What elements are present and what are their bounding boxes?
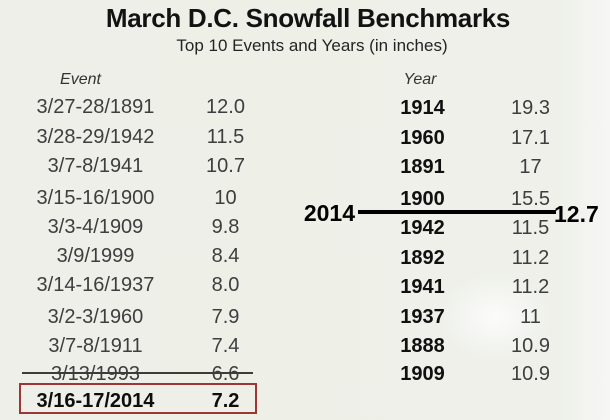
event-date: 3/2-3/1960 bbox=[47, 306, 144, 328]
event-inches: 6.6 bbox=[211, 363, 240, 385]
year-column-header: Year bbox=[403, 71, 437, 88]
event-date: 3/7-8/1911 bbox=[48, 335, 143, 357]
event-date: 3/16-17/2014 bbox=[36, 390, 155, 412]
event-date: 3/27-28/1891 bbox=[36, 96, 155, 118]
year-inches: 19.3 bbox=[511, 97, 550, 119]
year-inches: 17.1 bbox=[511, 127, 550, 149]
event-inches: 12.0 bbox=[206, 96, 245, 118]
year-value: 1892 bbox=[400, 247, 445, 269]
event-date: 3/7-8/1941 bbox=[47, 155, 144, 177]
year-value: 1914 bbox=[400, 97, 445, 119]
page-subtitle: Top 10 Events and Years (in inches) bbox=[176, 36, 448, 55]
event-inches: 8.0 bbox=[211, 274, 240, 296]
year-value: 1941 bbox=[400, 276, 445, 298]
event-date: 3/28-29/1942 bbox=[36, 126, 155, 148]
year-inches: 15.5 bbox=[511, 188, 550, 210]
year-inches: 10.9 bbox=[511, 335, 550, 357]
year-value: 1937 bbox=[400, 306, 445, 328]
year-value: 1960 bbox=[400, 127, 445, 149]
annotation-2014-value: 12.7 bbox=[554, 201, 599, 227]
event-date: 3/15-16/1900 bbox=[36, 187, 155, 209]
event-inches: 7.2 bbox=[211, 390, 240, 412]
annotation-pointer-line bbox=[358, 210, 556, 214]
event-inches: 10.7 bbox=[206, 155, 245, 177]
year-value: 1888 bbox=[400, 335, 445, 357]
event-date: 3/14-16/1937 bbox=[36, 274, 155, 296]
highlight-box-2014 bbox=[19, 383, 257, 414]
year-inches: 11.5 bbox=[511, 217, 550, 239]
event-inches: 7.9 bbox=[211, 306, 240, 328]
year-inches: 11.2 bbox=[511, 276, 550, 298]
year-inches: 17 bbox=[519, 156, 542, 178]
event-inches: 11.5 bbox=[206, 126, 245, 148]
event-inches: 10 bbox=[214, 187, 237, 209]
page-title: March D.C. Snowfall Benchmarks bbox=[105, 3, 511, 33]
year-value: 1900 bbox=[400, 188, 445, 210]
year-value: 1942 bbox=[400, 217, 445, 239]
event-inches: 7.4 bbox=[211, 335, 240, 357]
event-inches: 8.4 bbox=[211, 245, 240, 267]
event-inches: 9.8 bbox=[211, 216, 240, 238]
event-date: 3/3-4/1909 bbox=[47, 216, 144, 238]
year-value: 1909 bbox=[400, 363, 445, 385]
year-inches: 10.9 bbox=[511, 363, 550, 385]
year-inches: 11 bbox=[520, 306, 541, 328]
year-value: 1891 bbox=[400, 156, 445, 178]
strikethrough-line-1993 bbox=[22, 372, 253, 374]
year-inches: 11.2 bbox=[511, 247, 550, 269]
event-date: 3/9/1999 bbox=[56, 245, 135, 267]
event-date: 3/13/1993 bbox=[51, 363, 140, 385]
annotation-2014-label: 2014 bbox=[303, 200, 355, 226]
event-column-header: Event bbox=[60, 71, 101, 88]
